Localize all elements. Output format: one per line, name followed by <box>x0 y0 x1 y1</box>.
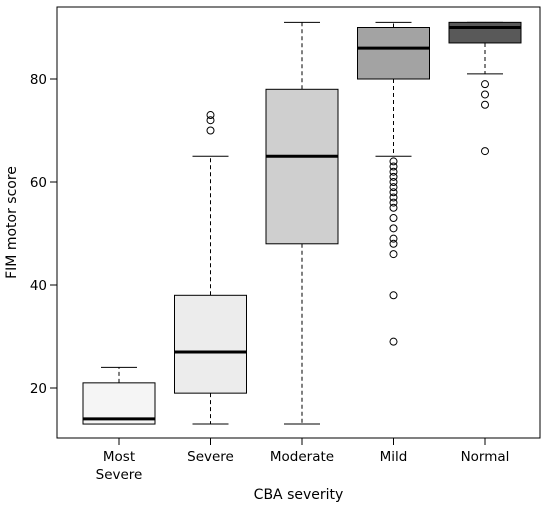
y-axis-title: FIM motor score <box>4 166 20 279</box>
outlier-point <box>389 157 398 166</box>
x-tick-label: Most <box>103 449 135 465</box>
outlier-point <box>206 111 215 120</box>
x-tick-label: Moderate <box>270 449 334 465</box>
y-tick-label: 80 <box>30 72 47 88</box>
outlier-point <box>389 193 398 202</box>
outlier-point <box>389 224 398 233</box>
outlier-point <box>389 183 398 192</box>
y-tick-label: 40 <box>30 278 47 294</box>
x-tick-label: Normal <box>461 449 510 465</box>
outlier-point <box>389 178 398 186</box>
y-tick-label: 60 <box>30 175 47 191</box>
box-iqr <box>82 382 156 425</box>
outlier-point <box>389 167 398 176</box>
outlier-point <box>389 172 398 181</box>
x-tick-label: Severe <box>187 449 234 465</box>
box-iqr <box>174 294 247 394</box>
outlier-point <box>481 147 489 156</box>
outlier-point <box>481 90 489 99</box>
outlier-point <box>389 239 398 248</box>
outlier-point <box>389 250 398 259</box>
box-iqr <box>448 21 522 44</box>
outlier-point <box>389 188 398 197</box>
outlier-point <box>389 162 398 171</box>
outlier-point <box>389 337 398 346</box>
x-axis-title: CBA severity <box>254 487 344 503</box>
x-tick-label: Mild <box>380 449 408 465</box>
outlier-point <box>481 80 489 89</box>
y-tick-label: 20 <box>30 381 47 397</box>
box-iqr <box>357 27 430 80</box>
plot-frame <box>56 6 541 439</box>
outlier-point <box>389 214 398 223</box>
x-tick-label: Severe <box>96 467 143 483</box>
outlier-point <box>481 100 489 109</box>
outlier-point <box>389 198 398 207</box>
outlier-point <box>206 116 215 125</box>
box-iqr <box>265 88 339 245</box>
outlier-point <box>389 234 398 243</box>
outlier-point <box>206 126 215 135</box>
outlier-point <box>389 291 398 300</box>
outlier-point <box>389 203 398 212</box>
